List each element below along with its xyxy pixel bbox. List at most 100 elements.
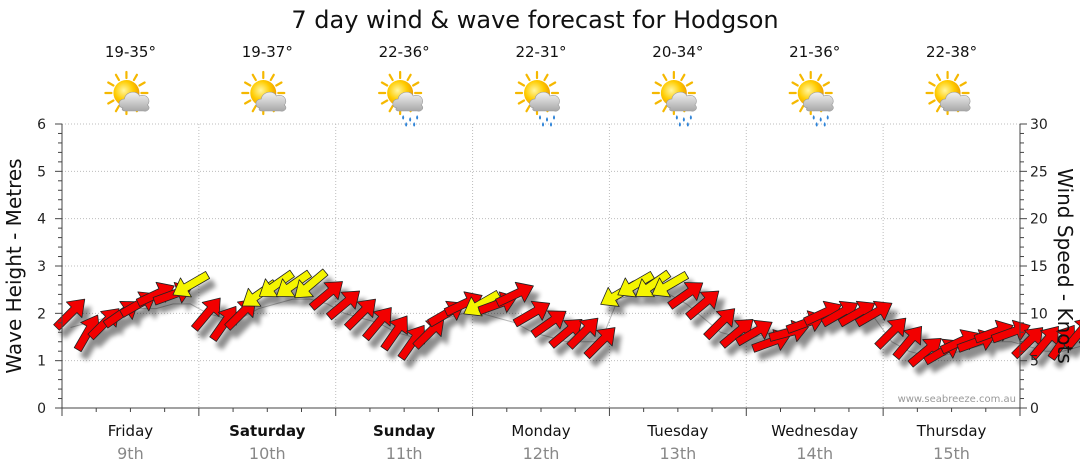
sun-ray — [543, 73, 549, 82]
rain-drop — [552, 115, 556, 120]
sun-ray — [935, 104, 942, 113]
left-tick-label: 5 — [37, 164, 46, 180]
wind-arrow — [617, 271, 655, 298]
wind-arrow — [907, 337, 942, 368]
right-axis-title: Wind Speed - Knots — [1053, 168, 1077, 364]
sun-ray — [388, 73, 394, 82]
wind-arrow — [512, 300, 551, 328]
axes: 0 1 2 3 4 5 6 0 5 10 15 20 25 30 19-35° Friday 9th 19-37°… — [37, 43, 1048, 463]
showers-icon — [788, 70, 834, 127]
wind-arrow — [224, 298, 257, 331]
partly-cloudy-icon — [241, 70, 287, 116]
right-tick-label: 25 — [1030, 164, 1048, 180]
grid — [62, 123, 1020, 408]
rain-drop — [409, 117, 412, 122]
day-temperature: 19-35° — [105, 43, 156, 61]
wind-arrow — [854, 300, 893, 328]
wind-arrow — [566, 317, 599, 350]
day-label: Thursday — [916, 422, 987, 440]
rain-drop — [819, 117, 822, 122]
wind-arrows — [53, 268, 1080, 368]
sun-ray — [953, 73, 960, 82]
wind-arrow — [651, 271, 690, 298]
cloud — [255, 91, 287, 112]
sun-ray — [132, 73, 139, 82]
sun-ray — [959, 81, 967, 87]
left-tick-label: 3 — [37, 259, 46, 275]
sun-ray — [138, 81, 146, 87]
sun-ray — [822, 81, 831, 87]
wind-arrow — [892, 325, 923, 360]
sun-ray — [380, 81, 389, 87]
rain-drop — [686, 122, 689, 127]
rain-drop — [416, 115, 419, 120]
wind-arrow — [294, 268, 329, 299]
day-date: 11th — [386, 444, 423, 463]
sun-ray — [243, 99, 252, 105]
sun-ray — [380, 99, 389, 105]
right-tick-label: 20 — [1030, 212, 1048, 228]
rain-drop — [549, 122, 553, 127]
rain-drop — [826, 115, 829, 120]
day-label: Saturday — [229, 422, 306, 440]
rain-drop — [545, 117, 549, 122]
day-date: 9th — [117, 444, 144, 463]
sun-ray — [406, 73, 412, 82]
partly-cloudy-icon — [104, 70, 150, 116]
cloud — [529, 91, 560, 112]
wind-arrow — [703, 308, 736, 341]
right-tick-label: 15 — [1030, 259, 1048, 275]
rain-drop — [405, 122, 408, 127]
day-temperature: 22-36° — [379, 43, 430, 61]
sun-ray — [107, 81, 115, 87]
wind-arrow — [362, 307, 392, 342]
wind-arrow — [172, 271, 211, 298]
day-date: 12th — [523, 444, 560, 463]
sun-ray — [107, 99, 115, 105]
wind-arrow — [191, 297, 221, 332]
sun-ray — [928, 99, 936, 105]
wind-arrow — [1029, 325, 1059, 360]
rain-drop — [689, 115, 692, 120]
sun-ray — [935, 73, 942, 82]
rain-drop — [678, 122, 681, 127]
wind-arrow — [276, 269, 312, 298]
right-tick-label: 0 — [1030, 401, 1039, 417]
sun-ray — [525, 104, 531, 113]
rain-drop — [538, 115, 542, 120]
day-label: Tuesday — [646, 422, 708, 440]
rain-drop — [823, 122, 826, 127]
chart-title: 7 day wind & wave forecast for Hodgson — [291, 6, 778, 34]
sun-ray — [791, 99, 799, 105]
day-temperature: 19-37° — [242, 43, 293, 61]
day-date: 13th — [659, 444, 696, 463]
wind-arrow — [1063, 316, 1080, 351]
sun-ray — [685, 81, 694, 87]
day-date: 15th — [933, 444, 970, 463]
sun-ray — [388, 104, 394, 113]
cloud — [803, 91, 834, 112]
right-tick-label: 10 — [1030, 306, 1048, 322]
day-temperature: 21-36° — [789, 43, 840, 61]
sun-ray — [114, 104, 121, 113]
showers-icon — [514, 70, 560, 127]
cloud — [392, 91, 424, 112]
wind-arrow — [719, 319, 754, 349]
day-label: Friday — [108, 422, 154, 440]
left-tick-label: 6 — [37, 117, 46, 133]
right-tick-label: 30 — [1030, 117, 1048, 133]
showers-icon — [651, 70, 697, 127]
cloud — [666, 91, 697, 112]
sun-ray — [517, 99, 526, 105]
wind-arrow — [380, 315, 408, 352]
partly-cloudy-icon — [925, 70, 971, 116]
sun-ray — [799, 104, 805, 113]
wind-arrow — [735, 319, 773, 347]
left-tick-label: 4 — [37, 212, 46, 228]
sun-ray — [817, 73, 823, 82]
right-tick-label: 5 — [1030, 354, 1039, 370]
sun-ray — [654, 99, 662, 105]
rain-drop — [541, 122, 545, 127]
